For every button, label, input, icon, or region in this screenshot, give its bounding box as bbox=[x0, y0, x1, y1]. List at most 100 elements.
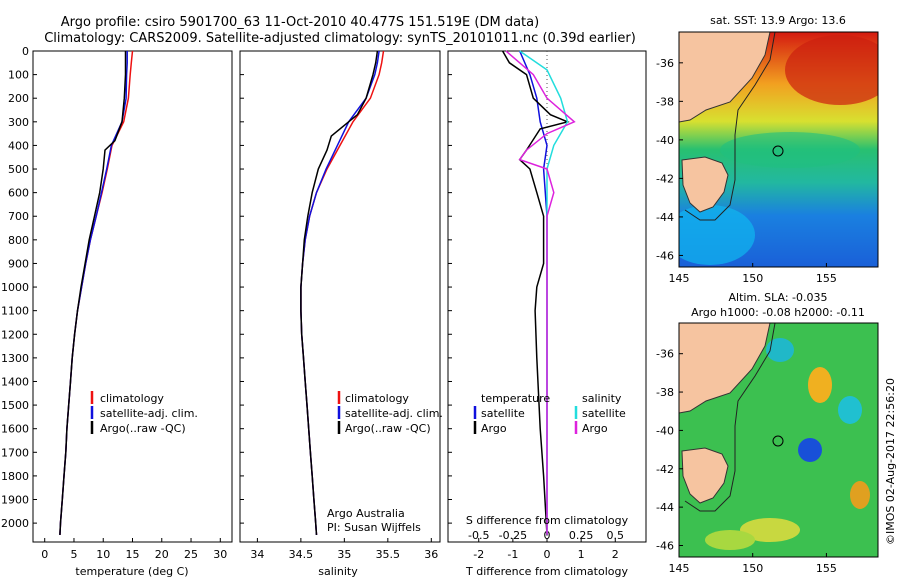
map-lat-tick-label: -38 bbox=[656, 95, 674, 108]
salinity-line-climatology bbox=[300, 50, 385, 535]
figure-title-line2: Climatology: CARS2009. Satellite-adjuste… bbox=[44, 31, 636, 46]
sla-shelf-contour bbox=[684, 323, 776, 512]
sst-warm-patch bbox=[785, 35, 878, 105]
sla-patch-1 bbox=[808, 367, 832, 403]
temperature-tick-label: 30 bbox=[213, 548, 227, 561]
salinity-tick-label: 35.5 bbox=[376, 548, 401, 561]
map-lat-tick-label: -44 bbox=[656, 501, 674, 514]
difference-legend: temperature satellite Argo salinity sate… bbox=[473, 392, 626, 435]
figure-title-line1: Argo profile: csiro 5901700_63 11-Oct-20… bbox=[61, 15, 539, 30]
legend-heading-temperature: temperature bbox=[481, 392, 550, 405]
map-lon-tick-label: 155 bbox=[816, 272, 837, 285]
difference-panel: -2 -1 0 1 2 -0.5 -0.25 0 0.25 0.5 S difference fr… bbox=[447, 50, 647, 578]
map-lat-tick-label: -40 bbox=[656, 424, 674, 437]
temperature-tick-label: 10 bbox=[96, 548, 110, 561]
depth-tick-label: 600 bbox=[8, 187, 29, 200]
sst-front-patch bbox=[720, 132, 860, 168]
sla-patch-6 bbox=[740, 518, 800, 542]
t-diff-tick-label: -1 bbox=[507, 548, 518, 561]
sla-patch-3 bbox=[766, 338, 794, 362]
legend-label-satellite: satellite-adj. clim. bbox=[345, 407, 443, 420]
temperature-series bbox=[59, 50, 134, 535]
temperature-line-satellite bbox=[59, 51, 128, 535]
legend-heading-salinity: salinity bbox=[582, 392, 622, 405]
s-diff-tick-label: 0 bbox=[544, 529, 551, 542]
legend-label-argo: Argo(..raw -QC) bbox=[345, 422, 431, 435]
map-lat-tick-label: -36 bbox=[656, 348, 674, 361]
sst-map-axes: 145 150 155 -36 -38 -40 -42 -44 -46 bbox=[656, 57, 837, 285]
sst-mainland bbox=[679, 32, 771, 123]
temperature-axes-frame bbox=[32, 50, 233, 543]
map-lat-tick-label: -46 bbox=[656, 249, 674, 262]
legend-label-climatology: climatology bbox=[345, 392, 409, 405]
temperature-tick-label: 5 bbox=[70, 548, 77, 561]
sst-cool-patch bbox=[679, 205, 755, 265]
salinity-tick-label: 36 bbox=[424, 548, 438, 561]
sst-argo-marker bbox=[772, 145, 784, 157]
salinity-xlabel: salinity bbox=[318, 565, 358, 578]
depth-tick-label: 1900 bbox=[1, 494, 29, 507]
map-lat-tick-label: -40 bbox=[656, 134, 674, 147]
map-lon-tick-label: 155 bbox=[816, 562, 837, 575]
depth-tick-label: 200 bbox=[8, 92, 29, 105]
sla-patch-2 bbox=[798, 438, 822, 462]
depth-tick-label: 100 bbox=[8, 69, 29, 82]
map-lon-tick-label: 150 bbox=[742, 562, 763, 575]
temperature-line-argo bbox=[59, 51, 127, 535]
salinity-tick-label: 34 bbox=[250, 548, 264, 561]
sst-map-panel: sat. SST: 13.9 Argo: 13.6 145 150 155 -36 -3… bbox=[656, 14, 879, 285]
salinity-tick-label: 34.5 bbox=[289, 548, 314, 561]
sla-tasmania bbox=[681, 447, 729, 504]
temperature-tick-label: 0 bbox=[41, 548, 48, 561]
depth-tick-label: 1400 bbox=[1, 375, 29, 388]
legend-label-s-satellite: satellite bbox=[582, 407, 626, 420]
salinity-x-axis: 34 34.5 35 35.5 36 bbox=[240, 50, 438, 561]
map-lat-tick-label: -44 bbox=[656, 211, 674, 224]
temperature-tick-label: 15 bbox=[126, 548, 140, 561]
sla-map-title-line2: Argo h1000: -0.08 h2000: -0.11 bbox=[691, 306, 865, 319]
map-lat-tick-label: -42 bbox=[656, 172, 674, 185]
depth-tick-label: 1600 bbox=[1, 423, 29, 436]
t-difference-xlabel: T difference from climatology bbox=[465, 565, 628, 578]
sla-patch-4 bbox=[838, 396, 862, 424]
map-lon-tick-label: 145 bbox=[669, 562, 690, 575]
t-diff-tick-label: 0 bbox=[544, 548, 551, 561]
depth-tick-label: 800 bbox=[8, 234, 29, 247]
sst-map-frame bbox=[678, 31, 879, 268]
sla-patch-5 bbox=[850, 481, 870, 509]
sla-map-axes: 145 150 155 -36 -38 -40 -42 -44 -46 bbox=[656, 348, 837, 575]
map-lat-tick-label: -38 bbox=[656, 386, 674, 399]
s-diff-tick-label: 0.25 bbox=[569, 529, 594, 542]
s-diff-tick-label: -0.25 bbox=[499, 529, 527, 542]
salinity-axes-frame bbox=[239, 50, 441, 543]
difference-x-axis: -2 -1 0 1 2 -0.5 -0.25 0 0.25 0.5 bbox=[448, 50, 624, 561]
depth-tick-label: 400 bbox=[8, 139, 29, 152]
difference-series bbox=[501, 50, 576, 535]
sla-map-frame bbox=[678, 322, 879, 558]
depth-tick-label: 2000 bbox=[1, 517, 29, 530]
legend-label-satellite: satellite-adj. clim. bbox=[100, 407, 198, 420]
sla-map-title-line1: Altim. SLA: -0.035 bbox=[728, 291, 827, 304]
depth-tick-label: 1000 bbox=[1, 281, 29, 294]
map-lat-tick-label: -46 bbox=[656, 539, 674, 552]
depth-tick-label: 1700 bbox=[1, 446, 29, 459]
sst-map-title: sat. SST: 13.9 Argo: 13.6 bbox=[710, 14, 846, 27]
t-diff-tick-label: 1 bbox=[578, 548, 585, 561]
difference-line-S-argo bbox=[505, 50, 576, 535]
imos-credit: ©IMOS 02-Aug-2017 22:56:20 bbox=[884, 378, 897, 545]
map-lon-tick-label: 145 bbox=[669, 272, 690, 285]
depth-tick-label: 900 bbox=[8, 257, 29, 270]
legend-label-argo: Argo(..raw -QC) bbox=[100, 422, 186, 435]
salinity-line-satellite bbox=[300, 50, 380, 535]
legend-label-t-argo: Argo bbox=[481, 422, 507, 435]
sla-argo-marker bbox=[772, 435, 784, 447]
salinity-tick-label: 35 bbox=[337, 548, 351, 561]
depth-tick-label: 1500 bbox=[1, 399, 29, 412]
sst-tasmania bbox=[681, 156, 729, 213]
sla-map-panel: Altim. SLA: -0.035 Argo h1000: -0.08 h20… bbox=[656, 291, 879, 575]
sla-mainland bbox=[679, 323, 771, 414]
pi-label: PI: Susan Wijffels bbox=[327, 521, 421, 534]
map-lon-tick-label: 150 bbox=[742, 272, 763, 285]
s-difference-xlabel: S difference from climatology bbox=[466, 514, 629, 527]
